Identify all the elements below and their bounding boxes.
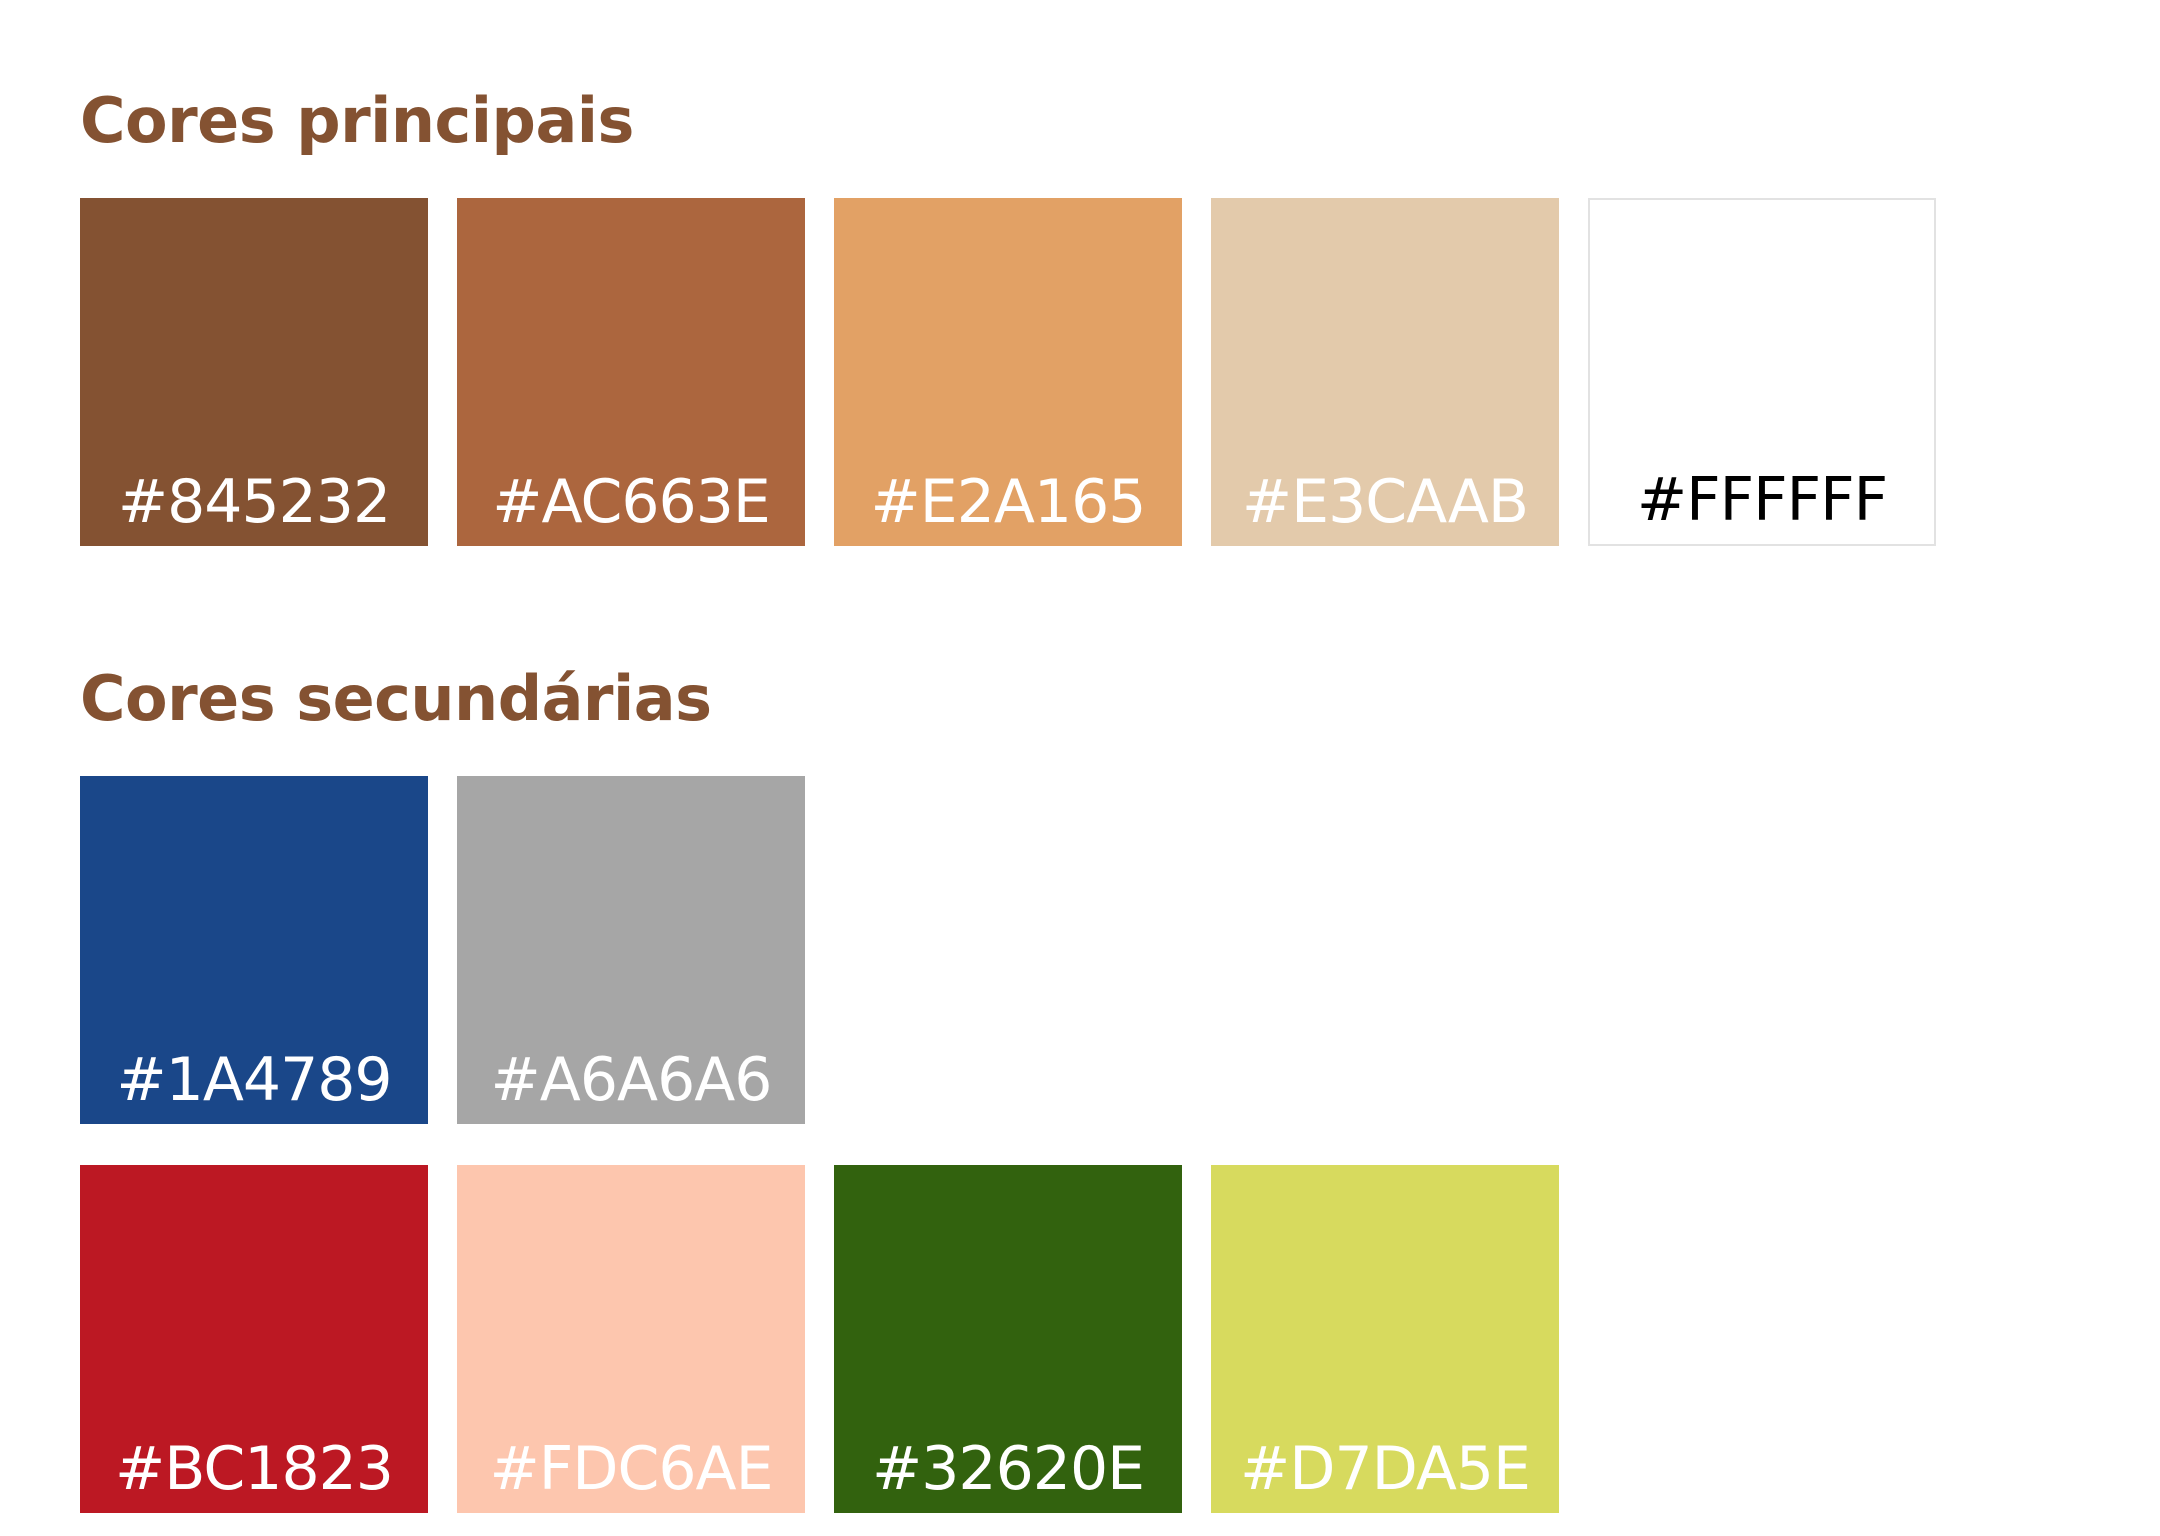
color-swatch: #BC1823 <box>80 1165 428 1513</box>
color-swatch: #AC663E <box>457 198 805 546</box>
color-swatch: #E2A165 <box>834 198 1182 546</box>
color-swatch: #1A4789 <box>80 776 428 1124</box>
color-swatch: #FDC6AE <box>457 1165 805 1513</box>
swatch-hex-label: #BC1823 <box>115 1434 394 1504</box>
swatch-hex-label: #E3CAAB <box>1241 467 1529 537</box>
swatch-hex-label: #845232 <box>117 467 391 537</box>
color-swatch: #845232 <box>80 198 428 546</box>
swatch-hex-label: #1A4789 <box>116 1045 392 1115</box>
color-swatch: #FFFFFF <box>1588 198 1936 546</box>
swatch-hex-label: #A6A6A6 <box>490 1045 773 1115</box>
swatch-hex-label: #AC663E <box>492 467 771 537</box>
color-swatch: #E3CAAB <box>1211 198 1559 546</box>
swatch-hex-label: #FFFFFF <box>1636 465 1888 535</box>
primary-colors-title: Cores principais <box>80 84 634 157</box>
swatch-hex-label: #D7DA5E <box>1240 1434 1531 1504</box>
color-swatch: #D7DA5E <box>1211 1165 1559 1513</box>
color-swatch: #A6A6A6 <box>457 776 805 1124</box>
color-swatch: #32620E <box>834 1165 1182 1513</box>
swatch-hex-label: #32620E <box>871 1434 1145 1504</box>
swatch-hex-label: #FDC6AE <box>489 1434 773 1504</box>
swatch-hex-label: #E2A165 <box>870 467 1147 537</box>
secondary-colors-title: Cores secundárias <box>80 662 712 735</box>
